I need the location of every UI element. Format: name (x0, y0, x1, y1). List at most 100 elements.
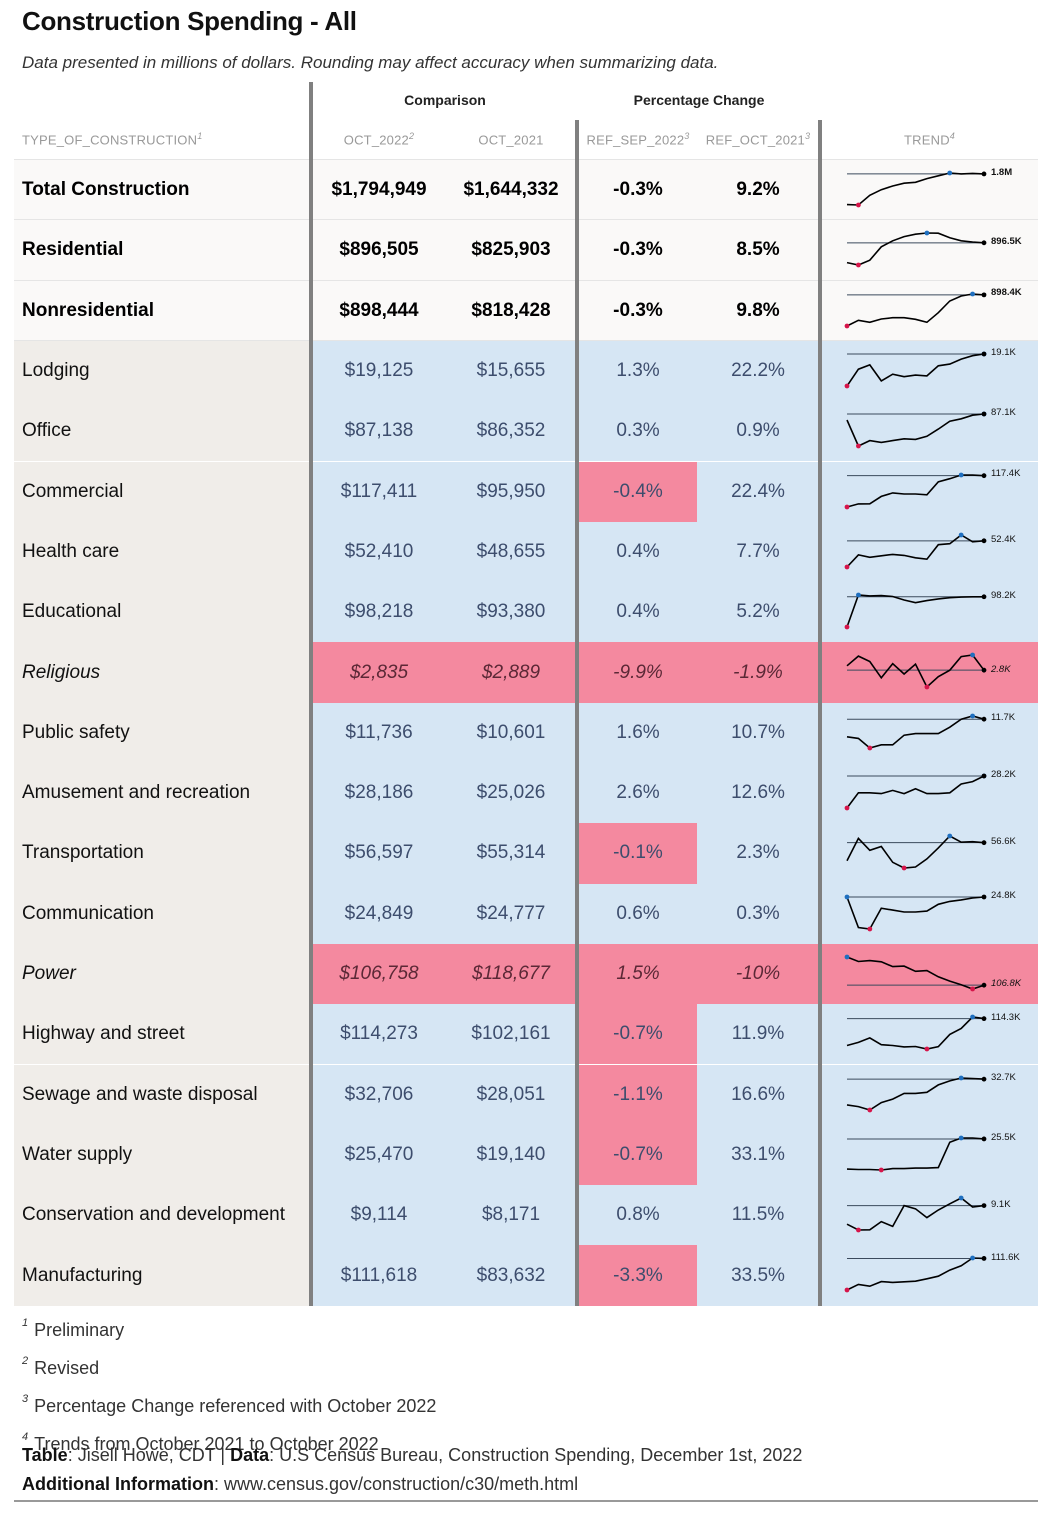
cell-trend: 106.8K (821, 943, 1038, 1005)
sparkline-value-label: 114.3K (991, 1011, 1021, 1023)
sparkline-trend-line (846, 413, 985, 448)
footnotes: 1 Preliminary 2 Revised 3 Percentage Change… (22, 1308, 436, 1460)
table-row: Health care $52,410 $48,655 0.4% 7.7% 52.4K (14, 521, 1038, 583)
table-title: Construction Spending - All (22, 6, 357, 36)
cell-oct-2022: $28,186 (313, 763, 445, 824)
col-head-type: TYPE_OF_CONSTRUCTION1 (22, 131, 203, 148)
table-subtitle: Data presented in millions of dollars. R… (22, 53, 719, 72)
table-row: Religious $2,835 $2,889 -9.9% -1.9% 2.8K (14, 642, 1038, 703)
cell-oct-2021: $2,889 (445, 642, 577, 703)
sparkline-last-point (981, 1203, 987, 1209)
col-head-oct-2022: OCT_20222 (343, 131, 415, 148)
sparkline-min-point (856, 1227, 861, 1233)
cell-ref-sep-2022: -3.3% (579, 1245, 697, 1306)
table-row: Transportation $56,597 $55,314 -0.1% 2.3% 56.… (14, 823, 1038, 884)
cell-ref-sep-2022: 0.3% (579, 401, 697, 462)
cell-ref-oct-2021: -1.9% (697, 642, 819, 703)
cell-ref-sep-2022: 0.6% (579, 883, 697, 944)
cell-oct-2022: $11,736 (313, 702, 445, 763)
cell-oct-2022: $87,138 (313, 401, 445, 462)
sparkline-last-point (981, 1136, 987, 1142)
cell-trend: 114.3K (821, 1004, 1038, 1065)
cell-ref-oct-2021: 22.2% (697, 340, 819, 402)
sparkline-value-label: 52.4K (991, 533, 1016, 545)
cell-oct-2022: $9,114 (313, 1185, 445, 1246)
cell-oct-2022: $896,505 (313, 220, 445, 281)
table-row: Residential $896,505 $825,903 -0.3% 8.5% 896.… (14, 220, 1038, 281)
cell-ref-oct-2021: 11.5% (697, 1185, 819, 1246)
sparkline-value-label: 19.1K (991, 346, 1016, 358)
col-head-trend: TREND4 (904, 131, 955, 148)
row-divider (14, 339, 1038, 341)
sparkline-min-point (856, 202, 861, 208)
cell-oct-2021: $818,428 (445, 280, 577, 341)
cell-oct-2021: $10,601 (445, 702, 577, 763)
sparkline-value-label: 2.8K (991, 663, 1011, 675)
cell-oct-2021: $95,950 (445, 461, 577, 522)
cell-type-of-construction: Transportation (14, 823, 311, 884)
cell-type-of-construction: Highway and street (14, 1004, 311, 1065)
cell-type-of-construction: Health care (14, 521, 311, 583)
sparkline-power (844, 954, 987, 992)
cell-ref-sep-2022: -0.1% (579, 823, 697, 884)
cell-ref-sep-2022: -0.7% (579, 1124, 697, 1186)
sparkline-educational (844, 592, 987, 630)
cell-trend: 896.5K (821, 220, 1038, 281)
cell-oct-2022: $56,597 (313, 823, 445, 884)
cell-oct-2022: $111,618 (313, 1245, 445, 1306)
cell-trend: 52.4K (821, 521, 1038, 583)
col-head-ref-oct-2021: REF_OCT_20213 (705, 131, 811, 148)
sparkline-health-care (844, 532, 987, 570)
table-row: Conservation and development $9,114 $8,171… (14, 1185, 1038, 1246)
sparkline-min-point (844, 504, 850, 509)
sparkline-min-point (844, 564, 850, 570)
cell-oct-2021: $86,352 (445, 401, 577, 462)
sparkline-max-point (947, 170, 953, 176)
credit-source-line: Table: Jisell Howe, CDT | Data: U.S Cens… (22, 1445, 803, 1465)
cell-trend: 24.8K (821, 883, 1038, 944)
cell-type-of-construction: Office (14, 401, 311, 462)
table-row: Nonresidential $898,444 $818,428 -0.3% 9.8% 8… (14, 280, 1038, 341)
cell-ref-oct-2021: 33.1% (697, 1124, 819, 1186)
group-label-comparison: Comparison (404, 92, 486, 108)
sparkline-commercial (844, 472, 987, 509)
table-row: Communication $24,849 $24,777 0.6% 0.3% 24.8K (14, 883, 1038, 944)
cell-oct-2021: $8,171 (445, 1185, 577, 1246)
cell-ref-sep-2022: 1.5% (579, 943, 697, 1005)
sparkline-min-point (844, 323, 850, 328)
cell-trend: 2.8K (821, 642, 1038, 703)
sparkline-max-point (958, 1135, 964, 1141)
sparkline-trend-line (846, 533, 985, 568)
sparkline-trend-line (846, 353, 985, 387)
cell-ref-sep-2022: 0.4% (579, 521, 697, 583)
column-divider-3 (818, 120, 822, 1306)
row-divider (14, 279, 1038, 281)
cell-oct-2021: $55,314 (445, 823, 577, 884)
cell-oct-2022: $24,849 (313, 883, 445, 944)
sparkline-min-point (924, 684, 930, 690)
sparkline-value-label: 32.7K (991, 1071, 1016, 1083)
sparkline-value-label: 11.7K (991, 711, 1016, 723)
cell-oct-2021: $25,026 (445, 763, 577, 824)
cell-oct-2021: $24,777 (445, 883, 577, 944)
sparkline-min-point (867, 926, 873, 931)
cell-ref-oct-2021: 2.3% (697, 823, 819, 884)
cell-type-of-construction: Total Construction (14, 160, 311, 221)
sparkline-min-point (970, 986, 975, 992)
sparkline-highway-and-street (846, 1014, 987, 1052)
cell-ref-sep-2022: -0.3% (579, 220, 697, 281)
sparkline-lodging (844, 351, 987, 389)
cell-oct-2021: $1,644,332 (445, 160, 577, 221)
cell-ref-sep-2022: -0.3% (579, 280, 697, 341)
cell-trend: 9.1K (821, 1185, 1038, 1246)
sparkline-trend-line (846, 1076, 985, 1111)
sparkline-min-point (878, 1167, 884, 1173)
cell-type-of-construction: Manufacturing (14, 1245, 311, 1306)
cell-trend: 25.5K (821, 1124, 1038, 1186)
sparkline-last-point (981, 668, 987, 673)
cell-ref-sep-2022: 0.4% (579, 582, 697, 643)
cell-oct-2022: $25,470 (313, 1124, 445, 1186)
cell-ref-sep-2022: 0.8% (579, 1185, 697, 1246)
sparkline-max-point (844, 894, 850, 899)
sparkline-residential (846, 230, 987, 268)
